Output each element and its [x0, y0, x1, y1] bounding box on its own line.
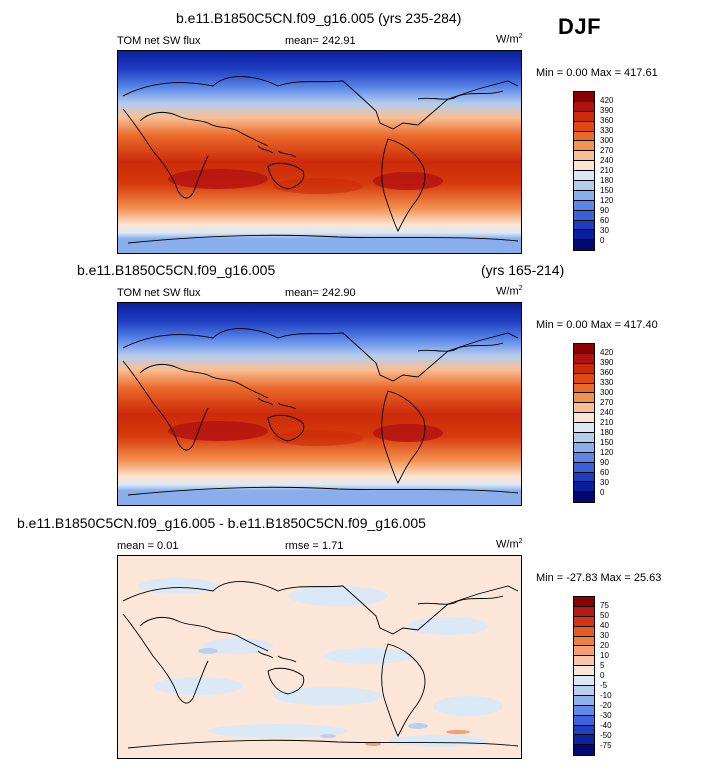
season-label: DJF [558, 14, 602, 39]
panel3-tick: 50 [600, 611, 609, 620]
panel1-tick: 120 [600, 196, 614, 205]
panel3-tick: -10 [600, 691, 612, 700]
panel1-tick: 60 [600, 216, 609, 225]
panel1-tick: 180 [600, 176, 614, 185]
panel2-tick: 90 [600, 458, 609, 467]
panel3-mean-label: mean = 0.01 [117, 540, 179, 552]
panel3-tick: 30 [600, 631, 609, 640]
panel3-map [117, 555, 522, 759]
panel1-variable-label: TOM net SW flux [117, 35, 201, 47]
panel3-colorbar [573, 596, 595, 756]
panel2-tick: 420 [600, 348, 614, 357]
panel2-units: W/m2 [496, 285, 523, 298]
panel2-tick: 150 [600, 438, 614, 447]
panel2-colorbar [573, 343, 595, 503]
panel2-mean-label: mean= 242.90 [285, 287, 356, 299]
panel3-units: W/m2 [496, 538, 523, 551]
panel3-tick: 40 [600, 621, 609, 630]
panel2-tick: 360 [600, 368, 614, 377]
panel3-rmse-label: rmse = 1.71 [285, 540, 344, 552]
panel1-tick: 390 [600, 106, 614, 115]
panel3-tick: 20 [600, 641, 609, 650]
panel2-years: (yrs 165-214) [481, 262, 565, 278]
panel1-units: W/m2 [496, 33, 523, 46]
panel1-tick: 0 [600, 236, 605, 245]
panel3-tick: -40 [600, 721, 612, 730]
panel1-tick: 360 [600, 116, 614, 125]
panel3-tick: 0 [600, 671, 605, 680]
panel3-tick: 5 [600, 661, 605, 670]
panel2-title: b.e11.B1850C5CN.f09_g16.005 [77, 262, 276, 278]
panel1-tick: 150 [600, 186, 614, 195]
panel1-colorbar [573, 91, 595, 251]
panel1-mean-label: mean= 242.91 [285, 35, 356, 47]
panel2-tick: 300 [600, 388, 614, 397]
panel2-tick: 30 [600, 478, 609, 487]
panel1-map [117, 50, 522, 254]
panel2-tick: 240 [600, 408, 614, 417]
panel1-minmax: Min = 0.00 Max = 417.61 [536, 67, 658, 79]
panel3-tick: -5 [600, 681, 608, 690]
panel2-tick: 120 [600, 448, 614, 457]
panel3-title: b.e11.B1850C5CN.f09_g16.005 - b.e11.B185… [17, 515, 426, 531]
panel2-tick: 330 [600, 378, 614, 387]
panel3-minmax: Min = -27.83 Max = 25.63 [536, 572, 662, 584]
panel2-map [117, 302, 522, 506]
panel3-tick: -30 [600, 711, 612, 720]
panel2-tick: 210 [600, 418, 614, 427]
panel1-tick: 300 [600, 136, 614, 145]
panel2-variable-label: TOM net SW flux [117, 287, 201, 299]
panel1-tick: 240 [600, 156, 614, 165]
panel1-tick: 330 [600, 126, 614, 135]
panel3-tick: -20 [600, 701, 612, 710]
panel1-tick: 210 [600, 166, 614, 175]
panel1-tick: 270 [600, 146, 614, 155]
panel3-tick: 75 [600, 601, 609, 610]
panel1-title: b.e11.B1850C5CN.f09_g16.005 (yrs 235-284… [176, 10, 462, 26]
panel2-minmax: Min = 0.00 Max = 417.40 [536, 319, 658, 331]
panel2-tick: 0 [600, 488, 605, 497]
panel1-tick: 420 [600, 96, 614, 105]
panel3-tick: 10 [600, 651, 609, 660]
panel2-tick: 270 [600, 398, 614, 407]
panel3-tick: -75 [600, 741, 612, 750]
panel1-tick: 30 [600, 226, 609, 235]
panel1-tick: 90 [600, 206, 609, 215]
panel2-tick: 180 [600, 428, 614, 437]
panel2-tick: 60 [600, 468, 609, 477]
panel3-tick: -50 [600, 731, 612, 740]
panel2-tick: 390 [600, 358, 614, 367]
